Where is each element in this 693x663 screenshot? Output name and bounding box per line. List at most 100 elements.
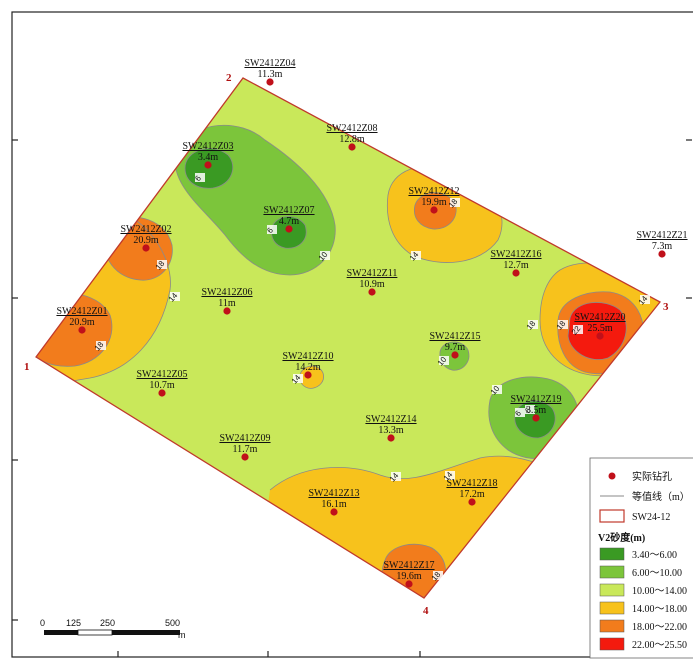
borehole-id: SW2412Z12 bbox=[408, 186, 459, 197]
borehole-thickness: 4.7m bbox=[279, 216, 300, 227]
borehole-id: SW2412Z14 bbox=[365, 414, 416, 425]
contour-label: 14 bbox=[637, 294, 650, 307]
contour-label: 10 bbox=[436, 355, 449, 368]
borehole-id: SW2412Z08 bbox=[326, 123, 377, 134]
borehole-id: SW2412Z20 bbox=[574, 312, 625, 323]
zone-14-18-z10 bbox=[299, 366, 324, 389]
legend-class-label: 22.00～25.50 bbox=[632, 640, 687, 651]
borehole-thickness: 10.9m bbox=[359, 279, 385, 290]
legend-swatch bbox=[599, 601, 625, 615]
borehole-id: SW2412Z09 bbox=[219, 433, 270, 444]
legend-class-label: 14.00～18.00 bbox=[632, 604, 687, 615]
borehole-thickness: 19.6m bbox=[396, 571, 422, 582]
corner-1: 1 bbox=[24, 361, 30, 373]
svg-text:6: 6 bbox=[265, 225, 275, 235]
borehole-marker bbox=[241, 453, 249, 461]
legend-swatch bbox=[599, 619, 625, 633]
borehole-id: SW2412Z21 bbox=[636, 230, 687, 241]
contour-label: 14 bbox=[167, 291, 180, 304]
contour-label: 6 bbox=[513, 408, 525, 418]
scale-tick-0: 0 bbox=[40, 618, 45, 628]
borehole-marker bbox=[430, 206, 438, 214]
borehole-thickness: 7.3m bbox=[652, 241, 673, 252]
borehole-thickness: 25.5m bbox=[587, 323, 613, 334]
contour-label: 6 bbox=[523, 405, 535, 415]
legend-swatch bbox=[599, 637, 625, 651]
borehole-thickness: 9.7m bbox=[445, 342, 466, 353]
legend-class-label: 3.40～6.00 bbox=[632, 550, 677, 561]
borehole-thickness: 19.9m bbox=[421, 197, 447, 208]
scale-tick-500: 500 bbox=[165, 618, 180, 628]
borehole-id: SW2412Z05 bbox=[136, 369, 187, 380]
scale-tick-250: 250 bbox=[100, 618, 115, 628]
contour-label: 18 bbox=[525, 319, 538, 332]
borehole-thickness: 12.7m bbox=[503, 260, 529, 271]
legend-contour-label: 等值线（m） bbox=[632, 490, 690, 503]
borehole-id: SW2412Z11 bbox=[347, 268, 398, 279]
corner-4: 4 bbox=[423, 605, 429, 617]
legend-swatch bbox=[599, 565, 625, 579]
borehole-id: SW2412Z16 bbox=[490, 249, 541, 260]
map-frame bbox=[11, 11, 693, 658]
borehole-id: SW2412Z02 bbox=[120, 224, 171, 235]
borehole-marker bbox=[596, 332, 604, 340]
borehole-marker bbox=[266, 78, 274, 86]
borehole-thickness: 11m bbox=[218, 298, 236, 309]
legend-boundary-icon bbox=[599, 509, 625, 523]
borehole-marker bbox=[405, 580, 413, 588]
scale-bar: 0 125 250 500 m bbox=[40, 618, 186, 640]
contour-label: 14 bbox=[290, 373, 303, 386]
borehole-marker bbox=[330, 508, 338, 516]
borehole-marker bbox=[348, 143, 356, 151]
legend-boundary-label: SW24-12 bbox=[632, 512, 670, 523]
legend-borehole-label: 实际钻孔 bbox=[632, 470, 672, 483]
contour-label: 18 bbox=[447, 197, 460, 210]
borehole-marker bbox=[158, 389, 166, 397]
contour-label: 10 bbox=[317, 250, 330, 263]
borehole-marker bbox=[204, 161, 212, 169]
contour-label: 14 bbox=[442, 470, 455, 483]
legend-class-label: 18.00～22.00 bbox=[632, 622, 687, 633]
contour-label: 6 bbox=[265, 225, 277, 235]
contour-label: 10 bbox=[489, 384, 502, 397]
borehole-marker bbox=[387, 434, 395, 442]
contour-label: 6 bbox=[193, 173, 205, 183]
borehole-id: SW2412Z03 bbox=[182, 141, 233, 152]
legend-borehole-icon bbox=[608, 472, 616, 480]
svg-text:6: 6 bbox=[193, 173, 203, 183]
borehole-marker bbox=[285, 225, 293, 233]
borehole-layer: SW2412Z0120.9mSW2412Z0220.9mSW2412Z033.4… bbox=[56, 58, 688, 588]
legend-class-label: 10.00～14.00 bbox=[632, 586, 687, 597]
scale-unit: m bbox=[178, 630, 186, 640]
borehole-thickness: 20.9m bbox=[69, 317, 95, 328]
legend: 实际钻孔 等值线（m） SW24-12 V2砂度(m) 3.40～6.00 6.0… bbox=[589, 457, 693, 659]
borehole-marker bbox=[142, 244, 150, 252]
borehole-thickness: 14.2m bbox=[295, 362, 321, 373]
contour-label: 18 bbox=[93, 340, 106, 353]
borehole-marker bbox=[532, 414, 540, 422]
legend-swatch bbox=[599, 547, 625, 561]
borehole-marker bbox=[512, 269, 520, 277]
borehole-marker bbox=[223, 307, 231, 315]
borehole-thickness: 16.1m bbox=[321, 499, 347, 510]
borehole-thickness: 11.3m bbox=[258, 69, 283, 80]
borehole-id: SW2412Z01 bbox=[56, 306, 107, 317]
borehole-marker bbox=[78, 326, 86, 334]
legend-title: V2砂度(m) bbox=[598, 531, 645, 544]
legend-classes: 3.40～6.00 6.00～10.00 10.00～14.00 14.00～18.0… bbox=[599, 547, 687, 651]
svg-text:6: 6 bbox=[523, 405, 533, 415]
borehole-id: SW2412Z13 bbox=[308, 488, 359, 499]
